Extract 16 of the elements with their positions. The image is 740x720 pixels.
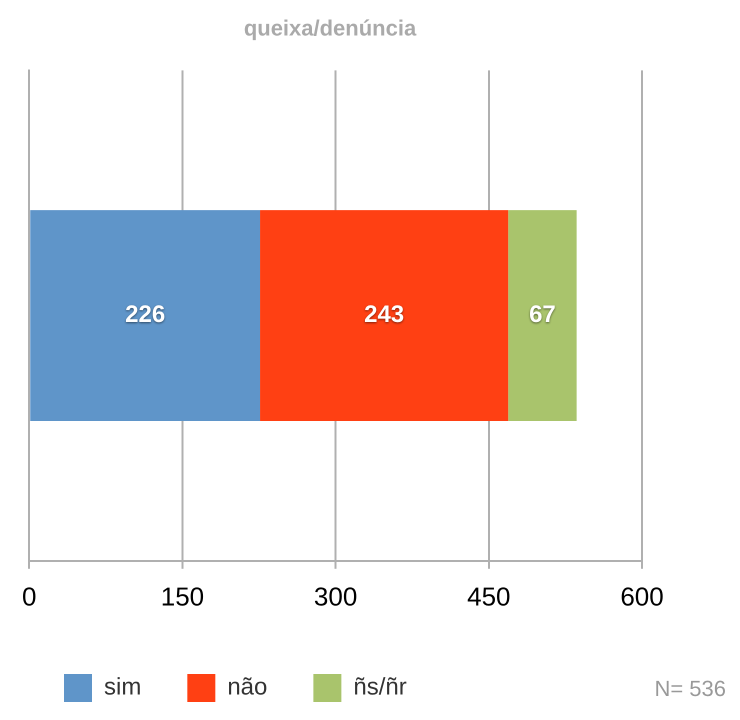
bar [30,210,260,422]
bar [508,210,577,422]
legend-label: sim [104,674,142,701]
bar [260,210,508,422]
text: N= 536 [654,676,726,702]
legend-label: ñs/ñr [353,674,407,701]
x-tick-label: 600 [620,582,664,612]
data-label: 226 [125,301,166,328]
x-tick-label: 300 [314,582,358,612]
data-label: 243 [364,301,404,328]
data-label: 67 [529,301,556,328]
chart-title: queixa/denúncia [244,15,417,40]
x-tick-label: 450 [467,582,511,612]
legend-label: não [227,674,268,701]
x-tick-label: 0 [22,582,36,612]
x-tick-label: 150 [160,582,204,612]
